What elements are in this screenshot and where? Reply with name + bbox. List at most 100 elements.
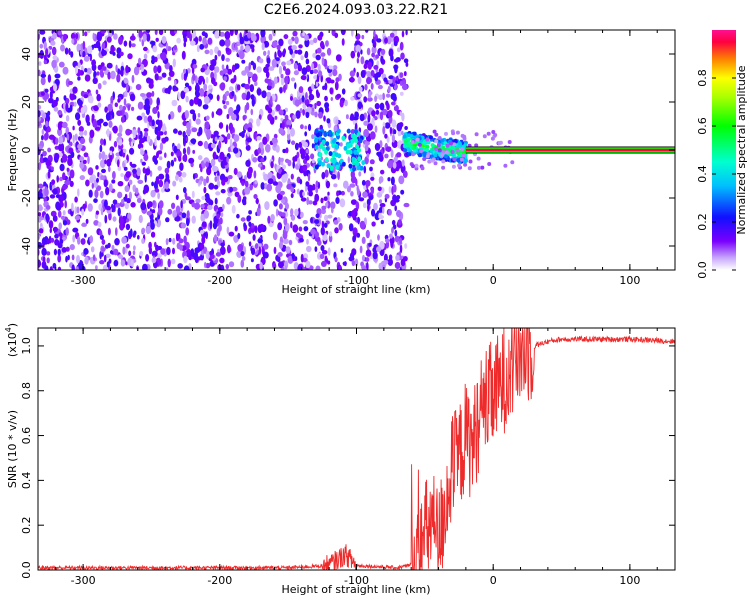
spectrogram-cell: [254, 180, 258, 185]
spectrogram-cell: [285, 202, 289, 210]
spectrogram-cell: [250, 223, 255, 229]
spectrogram-cell: [226, 156, 229, 163]
spectrogram-cell: [80, 107, 85, 115]
spectrogram-cell: [65, 78, 70, 87]
spectrogram-cell: [164, 152, 167, 158]
spectrogram-cell: [138, 30, 143, 39]
spectrogram-cell: [304, 38, 310, 48]
spectrogram-cell: [128, 179, 133, 185]
spectrogram-cell: [203, 232, 207, 237]
spectrogram-cell: [482, 134, 487, 139]
spectrogram-cell: [52, 215, 58, 222]
spectrogram-cell: [257, 224, 263, 234]
spectrogram-cell: [97, 83, 102, 90]
spectrogram-cell: [196, 45, 200, 53]
spectrogram-cell: [284, 75, 289, 84]
spectrogram-cell: [138, 57, 142, 65]
spectrogram-cell: [82, 159, 87, 164]
spectrogram-cell: [308, 190, 314, 197]
spectrogram-cell: [425, 154, 430, 159]
spectrogram-cell: [348, 142, 353, 148]
spectrogram-cell: [41, 135, 44, 141]
spectrogram-cell: [175, 174, 179, 181]
spectrogram-cell: [312, 52, 317, 59]
spectrogram-cell: [192, 149, 196, 154]
spectrogram-cell: [375, 54, 379, 59]
spectrogram-cell: [141, 112, 146, 118]
spectrogram-cell: [225, 100, 230, 106]
spectrogram-cell: [374, 95, 378, 103]
spectrogram-cell: [343, 145, 348, 151]
spectrogram-cell: [44, 188, 49, 197]
spectrogram-cell: [98, 45, 101, 52]
spectrogram-cell: [390, 176, 395, 186]
spectrogram-cell: [184, 192, 188, 199]
spectrogram-cell: [65, 102, 69, 112]
spectrogram-cell: [44, 88, 49, 94]
spectrogram-cell: [165, 42, 169, 51]
spectrogram-cell: [156, 131, 161, 137]
spectrogram-cell: [146, 135, 151, 143]
spectrogram-cell: [380, 55, 384, 64]
spectrogram-cell: [241, 59, 246, 64]
spectrogram-cell: [325, 180, 331, 189]
spectrogram-cell: [321, 205, 327, 211]
spectrogram-cell: [168, 85, 172, 91]
spectrogram-cell: [156, 65, 162, 74]
spectrogram-cell: [99, 68, 104, 78]
spectrogram-cell: [182, 120, 188, 126]
spectrogram-cell: [167, 258, 171, 268]
spectrogram-cell: [241, 256, 246, 261]
spectrogram-cell: [415, 137, 420, 142]
spectrogram-cell: [210, 134, 214, 139]
x-tick-label: 100: [619, 574, 640, 587]
spectrogram-cell: [341, 88, 346, 95]
spectrogram-cell: [73, 101, 77, 107]
spectrogram-cell: [99, 260, 105, 265]
snr-y-ticks: 0.0 0.2 0.4 0.6 0.8 1.0: [20, 337, 675, 579]
spectrogram-cell: [143, 115, 148, 122]
spectrogram-cell: [185, 137, 189, 142]
spectrogram-cell: [189, 109, 196, 115]
spectrogram-cell: [210, 158, 216, 167]
spectrogram-cell: [223, 104, 227, 109]
spectrogram-cell: [177, 130, 183, 136]
spectrogram-cell: [117, 159, 120, 168]
spectrogram-cell: [286, 119, 292, 127]
spectrogram-cell: [369, 166, 373, 172]
colorbar: 0.0 0.2 0.4 0.6 0.8 Normalized spectral ampl…: [696, 30, 748, 279]
spectrogram-cell: [357, 147, 361, 153]
snr-x-ticks: -300 -200 -100 0 100: [55, 328, 658, 587]
spectrogram-cell: [393, 58, 400, 63]
spectrogram-cell: [267, 107, 273, 114]
spectrogram-cell: [129, 228, 133, 238]
spectrogram-cell: [420, 166, 425, 171]
spectrogram-cell: [348, 223, 354, 232]
spectrogram-cell: [357, 93, 363, 98]
spectrogram-cell: [357, 216, 360, 225]
spectrogram-cell: [160, 187, 165, 193]
spectrogram-cell: [246, 215, 252, 221]
spectrogram-cell: [115, 227, 118, 236]
spectrogram-cell: [320, 226, 325, 236]
spectrogram-cell: [453, 139, 458, 144]
spectrogram-cell: [399, 244, 403, 254]
spectrogram-cell: [57, 242, 63, 249]
spectrogram-cell: [50, 40, 56, 46]
spectrogram-cell: [316, 100, 322, 107]
spectrogram-cell: [349, 183, 356, 188]
spectrogram-cell: [76, 43, 81, 53]
spectrogram-cell: [99, 159, 106, 168]
spectrogram-cell: [320, 31, 323, 36]
spectrogram-cell: [108, 183, 113, 192]
spectrogram-cell: [139, 251, 144, 257]
spectrogram-cell: [177, 105, 182, 113]
spectrogram-cell: [186, 146, 191, 155]
spectrogram-cell: [123, 98, 127, 106]
spectrogram-cell: [237, 171, 242, 178]
spectrogram-cell: [239, 36, 245, 45]
spectrogram-cell: [350, 191, 354, 197]
spectrogram-cell: [240, 251, 245, 257]
spectrogram-cell: [371, 208, 376, 217]
